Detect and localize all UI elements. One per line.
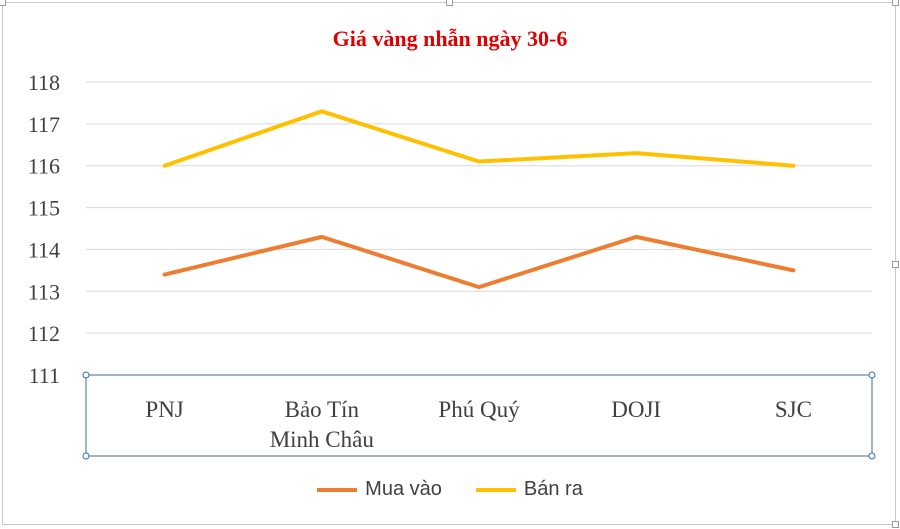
y-tick-label: 111 [29,363,60,388]
x-tick-label: SJC [775,397,812,422]
y-tick-label: 112 [28,321,60,346]
resize-handle-bottom-right[interactable] [892,521,899,528]
x-tick-label: Phú Quý [438,397,520,422]
legend-label-mua-vao: Mua vào [365,478,442,500]
axis-selection-handle[interactable] [868,452,876,460]
resize-handle-middle-right[interactable] [892,261,899,268]
x-tick-label: DOJI [611,397,661,422]
series-line-ban-ra [162,109,796,168]
axis-selection-handle[interactable] [868,371,876,379]
axis-selection-handle[interactable] [82,452,90,460]
legend-swatch-ban-ra [475,487,516,492]
resize-handle-top-left[interactable] [0,0,6,6]
x-tick-label: Bảo Tín [285,397,360,422]
legend-item-ban-ra: Bán ra [475,478,583,501]
resize-handle-top-center[interactable] [446,0,453,6]
legend-item-mua-vao: Mua vào [317,478,442,501]
legend: Mua vào Bán ra [0,478,900,501]
x-tick-label: PNJ [145,397,183,422]
legend-swatch-mua-vao [317,487,358,492]
y-tick-label: 117 [28,112,60,137]
y-tick-label: 116 [28,154,60,179]
y-tick-label: 113 [28,279,60,304]
y-tick-label: 115 [28,196,60,221]
legend-label-ban-ra: Bán ra [523,478,583,500]
y-tick-label: 118 [28,70,60,95]
resize-handle-top-right[interactable] [892,0,899,6]
y-tick-label: 114 [28,237,60,262]
series-line-mua-vao [162,234,796,290]
x-tick-label: Minh Châu [270,427,375,452]
axis-selection-handle[interactable] [82,371,90,379]
category-axis-selection[interactable] [85,374,873,457]
chart-title: Giá vàng nhẫn ngày 30-6 [332,26,568,51]
